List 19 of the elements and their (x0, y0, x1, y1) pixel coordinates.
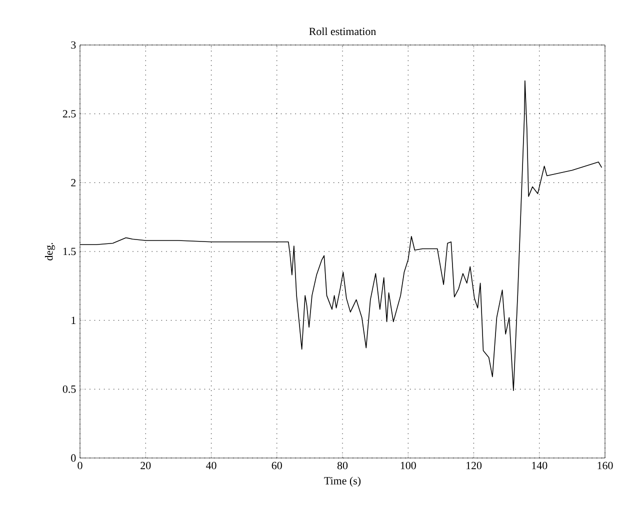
y-tick-label: 1.5 (63, 248, 76, 256)
y-tick-label: 0.5 (62, 385, 76, 393)
x-tick-label: 80 (337, 462, 348, 470)
chart-title: Roll estimation (309, 27, 376, 36)
x-tick-label: 160 (598, 462, 613, 470)
x-tick-label: 40 (206, 462, 216, 470)
y-tick-label: 0 (71, 454, 76, 462)
x-tick-label: 20 (140, 462, 151, 470)
x-tick-label: 120 (466, 462, 482, 470)
x-tick-label: 60 (272, 462, 282, 470)
x-tick-label: 0 (78, 462, 82, 470)
x-axis-title: Time (s) (324, 476, 361, 487)
y-tick-label: 2 (71, 179, 76, 186)
y-tick-label: 1 (72, 316, 76, 324)
y-tick-label: 2.5 (62, 110, 76, 118)
y-tick-label: 3 (71, 41, 76, 49)
y-axis-title: deg. (44, 242, 55, 260)
x-tick-label: 100 (400, 462, 416, 470)
x-tick-label: 140 (532, 462, 548, 470)
